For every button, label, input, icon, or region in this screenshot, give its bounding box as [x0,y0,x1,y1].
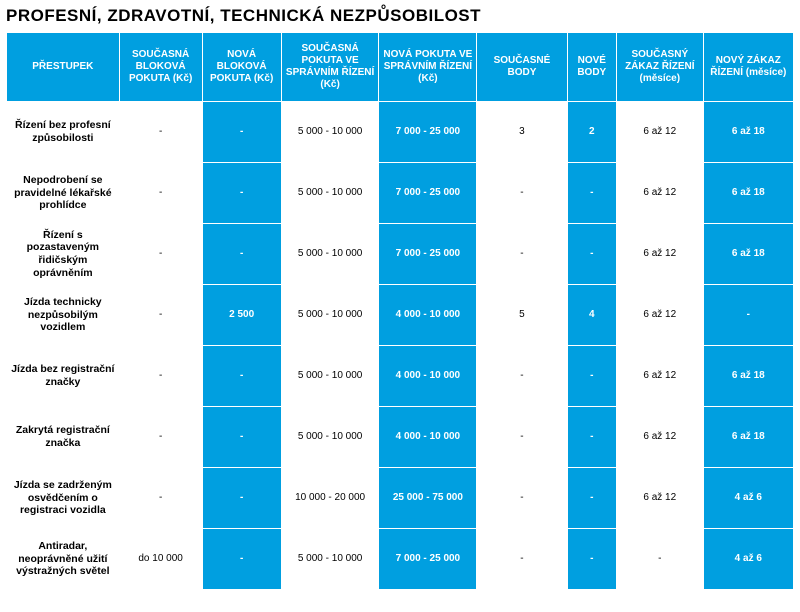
cell: 6 až 18 [703,407,793,468]
cell: - [119,346,202,407]
cell: - [567,529,616,590]
cell: 5 000 - 10 000 [281,102,379,163]
cell: 3 [477,102,567,163]
cell: 2 [567,102,616,163]
table-row: Antiradar, neoprávněné užití výstražných… [7,529,794,590]
header-cell: SOUČASNÁ BLOKOVÁ POKUTA (Kč) [119,33,202,102]
cell: 6 až 12 [616,346,703,407]
header-cell: PŘESTUPEK [7,33,120,102]
cell: 7 000 - 25 000 [379,163,477,224]
cell: 4 až 6 [703,529,793,590]
cell: - [567,407,616,468]
header-cell: NOVÁ BLOKOVÁ POKUTA (Kč) [202,33,281,102]
cell: - [202,346,281,407]
cell: 5 000 - 10 000 [281,163,379,224]
row-label: Řízení s pozastaveným řidičským oprávněn… [7,224,120,285]
cell: - [567,468,616,529]
table-body: Řízení bez profesní způsobilosti--5 000 … [7,102,794,590]
cell: do 10 000 [119,529,202,590]
cell: 6 až 12 [616,407,703,468]
cell: 6 až 18 [703,224,793,285]
cell: 2 500 [202,285,281,346]
cell: - [202,102,281,163]
cell: - [477,346,567,407]
page-title: PROFESNÍ, ZDRAVOTNÍ, TECHNICKÁ NEZPŮSOBI… [6,6,794,26]
cell: 6 až 18 [703,163,793,224]
cell: - [567,163,616,224]
cell: - [119,407,202,468]
cell: 6 až 12 [616,224,703,285]
cell: - [119,468,202,529]
cell: 25 000 - 75 000 [379,468,477,529]
cell: 4 000 - 10 000 [379,285,477,346]
cell: 6 až 12 [616,285,703,346]
header-cell: NOVÝ ZÁKAZ ŘÍZENÍ (měsíce) [703,33,793,102]
cell: - [616,529,703,590]
cell: - [567,224,616,285]
cell: 6 až 18 [703,346,793,407]
cell: 4 000 - 10 000 [379,346,477,407]
row-label: Nepodrobení se pravidelné lékařské prohl… [7,163,120,224]
table-row: Řízení s pozastaveným řidičským oprávněn… [7,224,794,285]
cell: - [477,163,567,224]
cell: - [703,285,793,346]
header-cell: SOUČASNÉ BODY [477,33,567,102]
table-row: Jízda technicky nezpůsobilým vozidlem-2 … [7,285,794,346]
cell: 7 000 - 25 000 [379,102,477,163]
cell: 5 [477,285,567,346]
row-label: Jízda bez registrační značky [7,346,120,407]
cell: - [202,468,281,529]
cell: 5 000 - 10 000 [281,224,379,285]
cell: - [202,224,281,285]
cell: 4 [567,285,616,346]
cell: 7 000 - 25 000 [379,224,477,285]
header-cell: NOVÁ POKUTA VE SPRÁVNÍM ŘÍZENÍ (Kč) [379,33,477,102]
cell: - [119,102,202,163]
row-label: Antiradar, neoprávněné užití výstražných… [7,529,120,590]
cell: 10 000 - 20 000 [281,468,379,529]
header-cell: SOUČASNÝ ZÁKAZ ŘÍZENÍ (měsíce) [616,33,703,102]
table-row: Jízda se zadrženým osvědčením o registra… [7,468,794,529]
cell: 4 až 6 [703,468,793,529]
cell: - [477,468,567,529]
cell: 5 000 - 10 000 [281,407,379,468]
penalty-table: PŘESTUPEK SOUČASNÁ BLOKOVÁ POKUTA (Kč) N… [6,32,794,590]
row-label: Jízda se zadrženým osvědčením o registra… [7,468,120,529]
cell: - [202,163,281,224]
cell: - [567,346,616,407]
cell: 6 až 12 [616,163,703,224]
cell: - [202,529,281,590]
cell: - [119,163,202,224]
cell: - [477,529,567,590]
cell: 5 000 - 10 000 [281,346,379,407]
row-label: Jízda technicky nezpůsobilým vozidlem [7,285,120,346]
cell: 6 až 18 [703,102,793,163]
cell: - [119,224,202,285]
cell: - [477,224,567,285]
cell: 6 až 12 [616,468,703,529]
header-cell: SOUČASNÁ POKUTA VE SPRÁVNÍM ŘÍZENÍ (Kč) [281,33,379,102]
cell: - [119,285,202,346]
table-row: Zakrytá registrační značka--5 000 - 10 0… [7,407,794,468]
header-cell: NOVÉ BODY [567,33,616,102]
cell: 7 000 - 25 000 [379,529,477,590]
cell: - [477,407,567,468]
cell: - [202,407,281,468]
row-label: Řízení bez profesní způsobilosti [7,102,120,163]
cell: 6 až 12 [616,102,703,163]
cell: 5 000 - 10 000 [281,285,379,346]
cell: 5 000 - 10 000 [281,529,379,590]
cell: 4 000 - 10 000 [379,407,477,468]
header-row: PŘESTUPEK SOUČASNÁ BLOKOVÁ POKUTA (Kč) N… [7,33,794,102]
table-row: Jízda bez registrační značky--5 000 - 10… [7,346,794,407]
row-label: Zakrytá registrační značka [7,407,120,468]
table-row: Řízení bez profesní způsobilosti--5 000 … [7,102,794,163]
table-row: Nepodrobení se pravidelné lékařské prohl… [7,163,794,224]
